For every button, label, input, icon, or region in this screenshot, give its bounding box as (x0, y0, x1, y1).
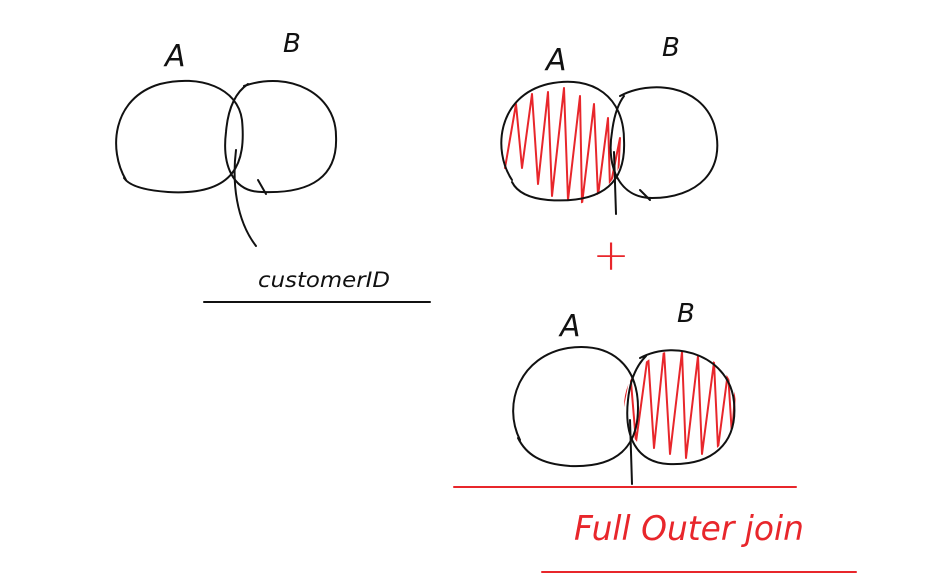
overlap-tick (613, 151, 617, 215)
venn-diagram-plain: A B customerID (115, 29, 431, 303)
label-a: A (544, 43, 567, 78)
circle-b-tail (639, 189, 651, 201)
circle-a (500, 80, 626, 202)
label-a: A (163, 39, 186, 74)
label-b: B (662, 33, 680, 63)
circle-b (626, 349, 736, 466)
venn-diagram-left-shaded: A B (500, 33, 719, 215)
circle-b-shading (624, 350, 736, 459)
circle-b-tail (257, 179, 267, 195)
label-b: B (677, 299, 695, 329)
venn-diagram-right-shaded: A B (512, 299, 736, 485)
plus-sign: + (593, 230, 630, 281)
label-a: A (558, 309, 581, 344)
circle-a (115, 79, 244, 194)
label-b: B (283, 29, 301, 59)
caption-text: Full Outer join (574, 509, 804, 549)
overlap-tick (629, 419, 633, 485)
join-key-connector (233, 149, 257, 247)
circle-a-shading (504, 87, 621, 205)
circle-a (512, 346, 639, 468)
join-key-label: customerID (258, 268, 390, 292)
circle-b (224, 80, 338, 194)
circle-b (609, 86, 719, 199)
